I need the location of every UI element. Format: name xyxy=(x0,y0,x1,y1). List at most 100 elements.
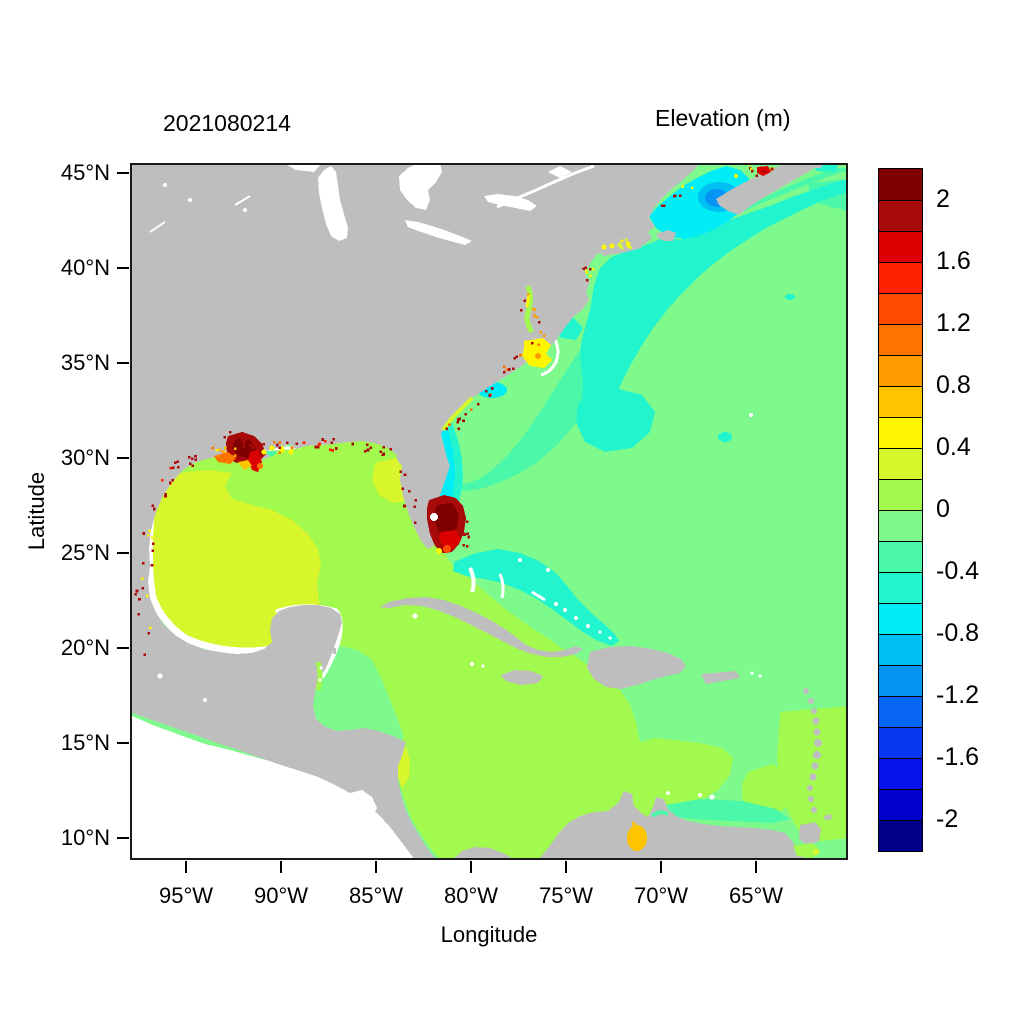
coastal-speckle xyxy=(448,423,451,426)
colorbar-cell xyxy=(879,727,922,758)
plot-title-date: 2021080214 xyxy=(163,110,291,136)
coastal-speckle xyxy=(194,458,197,462)
estuary-chesapeake-yellow xyxy=(525,294,531,308)
colorbar-cell xyxy=(879,293,922,324)
coastal-speckle xyxy=(588,267,592,271)
coastal-speckle xyxy=(164,492,167,496)
river-meander-2 xyxy=(234,195,251,206)
coastal-speckle xyxy=(763,170,766,173)
anomaly-group xyxy=(134,163,820,858)
coastal-speckle xyxy=(462,543,466,547)
anomaly-se-florida-red xyxy=(439,530,461,549)
colorbar-cell xyxy=(879,479,922,510)
coastal-speckle xyxy=(146,594,149,598)
coastal-speckle xyxy=(379,450,382,453)
coastal-speckle xyxy=(188,456,191,459)
coastal-speckle xyxy=(462,532,466,536)
coastal-speckle xyxy=(484,390,488,393)
river-st-lawrence xyxy=(496,164,595,209)
coastal-speckle xyxy=(512,367,515,370)
coastal-speckle xyxy=(168,481,172,485)
coastal-speckle xyxy=(533,308,537,311)
coastal-speckle xyxy=(142,532,146,535)
colorbar-tick-label: -0.8 xyxy=(936,619,980,647)
coastal-speckle xyxy=(751,169,754,173)
y-tick-mark xyxy=(117,552,129,554)
coastal-speckle xyxy=(586,279,589,282)
y-tick-mark xyxy=(117,837,129,839)
coastal-speckle xyxy=(242,444,246,448)
estuary-georgia-strip xyxy=(441,396,474,432)
coastal-speckle xyxy=(381,453,385,456)
colorbar-cell xyxy=(879,665,922,696)
sea-bands-group xyxy=(140,164,848,860)
coastal-speckle xyxy=(365,443,369,447)
land-cape-cod xyxy=(656,230,676,241)
river-meander-1 xyxy=(149,221,166,233)
anomaly-louisiana-amber xyxy=(238,460,252,470)
coastal-speckle xyxy=(189,462,192,466)
land-north-central-america xyxy=(130,163,700,860)
y-tick-label: 40°N xyxy=(60,255,110,280)
coastal-speckle xyxy=(249,444,252,448)
coastal-speckle xyxy=(532,314,536,317)
lake-superior-sliver xyxy=(284,163,322,172)
coastal-speckle xyxy=(194,454,197,458)
land-group xyxy=(130,163,832,860)
colorbar-tick-label: 1.6 xyxy=(936,247,971,275)
coastal-speckle xyxy=(240,432,243,436)
coastal-speckle xyxy=(750,167,753,171)
coastal-speckle xyxy=(408,489,411,493)
colorbar-tick-label: -0.4 xyxy=(936,557,980,585)
coastal-speckle xyxy=(673,194,677,198)
white-features-group xyxy=(149,163,762,820)
colorbar-cell xyxy=(879,355,922,386)
islet-eleuthera xyxy=(498,573,505,599)
coastal-speckle xyxy=(332,437,335,441)
coastal-speckle xyxy=(366,448,370,452)
y-tick-mark xyxy=(117,267,129,269)
sea-aquamarine-venezuela xyxy=(660,799,790,823)
coastal-speckle xyxy=(681,185,685,188)
coastal-speckle xyxy=(278,451,282,455)
coastal-speckle xyxy=(141,561,145,565)
coastal-speckle xyxy=(690,186,694,190)
coastal-speckle xyxy=(382,446,385,449)
coastal-speckle xyxy=(223,435,227,439)
coastal-speckle xyxy=(240,434,244,438)
map-plot xyxy=(130,163,848,860)
colorbar-cell xyxy=(879,789,922,820)
anomaly-venezuela-spring-strip xyxy=(650,810,669,818)
coastal-speckle xyxy=(134,593,137,596)
coastal-speckle xyxy=(211,447,215,450)
land-puerto-rico xyxy=(701,671,740,684)
coastal-speckle xyxy=(318,442,321,446)
coastal-speckle xyxy=(457,418,460,421)
coastal-speckle xyxy=(466,520,469,524)
legend-title: Elevation (m) xyxy=(655,105,791,131)
coastal-speckle xyxy=(389,448,392,451)
coastal-speckle xyxy=(584,266,587,269)
coastal-speckle xyxy=(331,449,335,452)
coastal-speckle xyxy=(148,529,152,533)
y-tick-label: 20°N xyxy=(60,635,110,660)
coastal-speckle xyxy=(537,343,540,346)
coastal-speckle xyxy=(457,427,460,430)
coastal-speckle xyxy=(620,246,624,250)
land-hispaniola xyxy=(587,646,686,689)
coastal-speckle xyxy=(224,446,227,450)
colorbar-cell xyxy=(879,200,922,231)
coastal-speckle xyxy=(770,167,774,171)
coastal-speckle xyxy=(290,446,294,450)
coastal-speckle xyxy=(519,309,523,312)
y-tick-mark xyxy=(117,742,129,744)
coastal-speckle xyxy=(233,454,237,458)
coastal-speckle xyxy=(508,368,511,371)
x-tick-label: 75°W xyxy=(538,883,594,908)
coastal-speckle xyxy=(148,626,152,629)
coastal-speckle xyxy=(466,532,469,536)
coastal-speckle xyxy=(147,632,151,635)
coastal-speckle xyxy=(164,495,167,498)
lake-okeechobee xyxy=(430,513,438,521)
islet-dots xyxy=(157,183,762,800)
